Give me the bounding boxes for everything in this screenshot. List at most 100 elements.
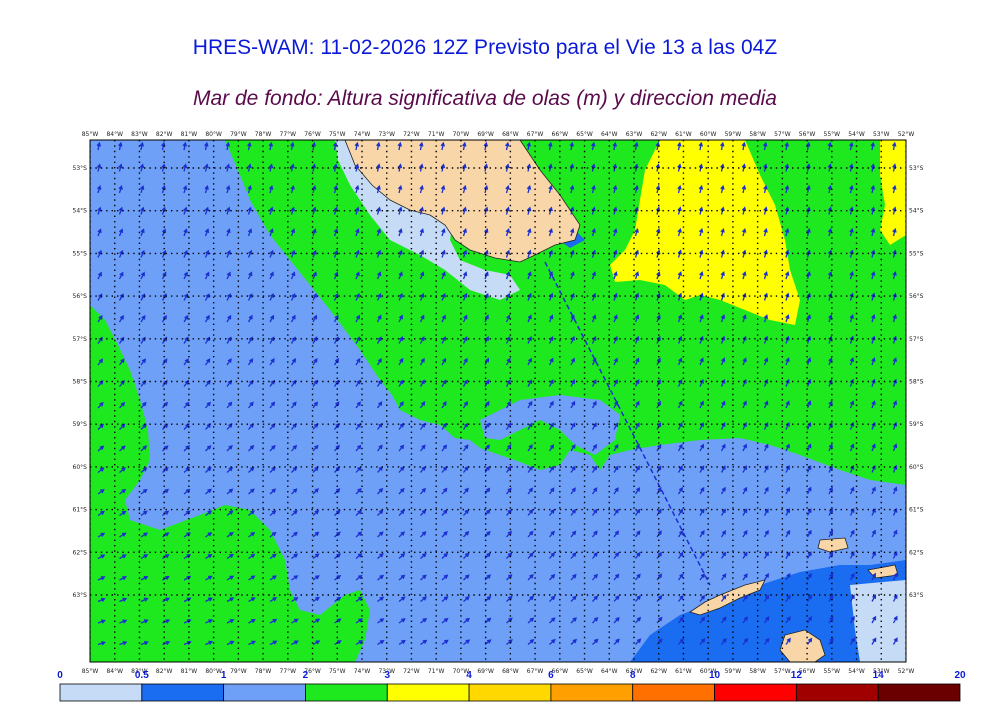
direction-arrow (440, 141, 446, 151)
direction-arrow (290, 336, 296, 344)
direction-arrow (742, 357, 747, 366)
direction-arrow (656, 227, 661, 237)
direction-arrow (549, 530, 555, 538)
lon-tick-label: 81°W (181, 668, 198, 675)
legend-level-label: 6 (548, 670, 554, 681)
direction-arrow (355, 487, 362, 495)
direction-arrow (613, 379, 618, 387)
direction-arrow (484, 314, 489, 323)
lon-tick-label: 66°W (552, 668, 569, 675)
lon-tick-label: 62°W (650, 131, 667, 138)
lon-tick-label: 52°W (898, 668, 915, 675)
direction-arrow (226, 597, 235, 603)
lon-tick-label: 69°W (477, 668, 494, 675)
direction-arrow (247, 314, 253, 323)
direction-arrow (677, 184, 682, 194)
direction-arrow (806, 529, 812, 538)
direction-arrow (205, 401, 211, 409)
direction-arrow (527, 422, 533, 430)
direction-arrow (699, 638, 706, 645)
direction-arrow (162, 619, 171, 624)
direction-arrow (140, 467, 148, 473)
direction-arrow (269, 358, 275, 366)
direction-arrow (677, 271, 682, 280)
direction-arrow (827, 141, 832, 151)
direction-arrow (183, 249, 188, 258)
direction-arrow (828, 270, 833, 280)
direction-arrow (828, 615, 834, 624)
lon-tick-label: 61°W (675, 131, 692, 138)
direction-arrow (205, 619, 214, 624)
lon-tick-label: 59°W (725, 131, 742, 138)
lon-tick-label: 60°W (700, 668, 717, 675)
direction-arrow (527, 292, 532, 301)
direction-arrow (291, 640, 299, 646)
direction-arrow (247, 293, 253, 301)
direction-arrow (870, 141, 875, 151)
direction-arrow (720, 227, 725, 237)
lon-tick-label: 60°W (700, 131, 717, 138)
direction-arrow (377, 487, 384, 495)
direction-arrow (248, 597, 256, 603)
direction-arrow (720, 594, 727, 602)
direction-arrow (119, 467, 126, 474)
direction-arrow (140, 554, 149, 560)
direction-arrow (355, 553, 363, 559)
lon-tick-label: 59°W (725, 668, 742, 675)
direction-arrow (613, 271, 618, 280)
direction-arrow (312, 336, 318, 344)
direction-arrow (484, 487, 491, 495)
direction-arrow (420, 509, 427, 516)
direction-arrow (527, 444, 533, 452)
direction-arrow (655, 141, 660, 151)
direction-arrow (699, 551, 705, 559)
direction-arrow (720, 551, 727, 559)
direction-arrow (205, 553, 213, 560)
direction-arrow (849, 400, 855, 409)
direction-arrow (398, 487, 405, 495)
direction-arrow (871, 615, 877, 624)
direction-arrow (827, 163, 833, 172)
direction-arrow (398, 618, 406, 624)
direction-arrow (527, 271, 532, 280)
direction-arrow (591, 379, 597, 387)
lon-tick-label: 57°W (774, 668, 791, 675)
direction-arrow (312, 553, 320, 560)
direction-arrow (785, 616, 791, 624)
direction-arrow (720, 637, 727, 645)
direction-arrow (182, 141, 188, 151)
direction-arrow (720, 141, 725, 151)
direction-arrow (569, 141, 574, 151)
direction-arrow (763, 529, 769, 538)
direction-arrow (441, 509, 448, 516)
direction-arrow (656, 616, 663, 624)
direction-arrow (290, 141, 295, 151)
direction-arrow (419, 379, 425, 387)
direction-arrow (333, 357, 339, 366)
direction-arrow (462, 314, 468, 323)
direction-arrow (248, 553, 256, 560)
direction-arrow (205, 597, 213, 603)
direction-arrow (827, 184, 833, 194)
legend-level-label: 8 (630, 670, 636, 681)
direction-arrow (140, 184, 145, 194)
direction-arrow (291, 597, 299, 603)
direction-arrow (484, 336, 489, 344)
direction-arrow (742, 616, 748, 624)
direction-arrow (613, 314, 618, 323)
direction-arrow (355, 357, 361, 366)
direction-arrow (140, 358, 147, 366)
direction-arrow (677, 573, 684, 581)
direction-arrow (398, 422, 404, 430)
direction-arrow (634, 487, 641, 495)
direction-arrow (333, 314, 339, 323)
direction-arrow (376, 141, 381, 151)
direction-arrow (162, 597, 171, 603)
direction-arrow (139, 141, 145, 151)
direction-arrow (140, 206, 145, 215)
direction-arrow (570, 508, 577, 516)
direction-arrow (97, 423, 104, 430)
direction-arrow (376, 357, 382, 366)
direction-arrow (291, 444, 298, 452)
direction-arrow (290, 401, 297, 409)
